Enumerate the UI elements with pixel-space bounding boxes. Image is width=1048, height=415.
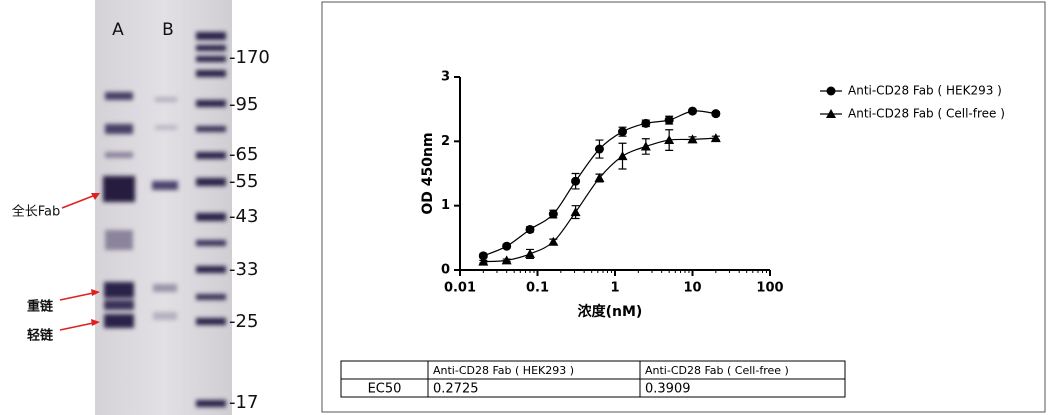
y-tick-label: 0 bbox=[441, 263, 450, 278]
marker-label: -170 bbox=[229, 47, 270, 68]
table-header: Anti-CD28 Fab ( HEK293 ) bbox=[433, 364, 574, 377]
data-point bbox=[618, 127, 627, 136]
table-cell: 0.3909 bbox=[645, 382, 691, 397]
table-header: Anti-CD28 Fab ( Cell-free ) bbox=[645, 364, 789, 377]
legend-marker bbox=[827, 87, 836, 96]
data-point bbox=[665, 116, 674, 125]
table-row-label: EC50 bbox=[368, 382, 402, 397]
marker-label: -55 bbox=[229, 171, 258, 192]
y-axis-label: OD 450nm bbox=[420, 132, 436, 214]
gel-background bbox=[95, 0, 232, 415]
data-point bbox=[502, 242, 511, 251]
table-cell: 0.2725 bbox=[433, 382, 479, 397]
marker-label: -43 bbox=[229, 206, 258, 227]
annotation-arrows bbox=[60, 193, 100, 330]
data-point bbox=[711, 109, 720, 118]
band-annotation: 重链 bbox=[27, 299, 54, 315]
marker-label: -95 bbox=[229, 94, 258, 115]
data-point bbox=[711, 133, 721, 142]
y-tick-label: 3 bbox=[441, 70, 450, 85]
data-point bbox=[549, 210, 558, 219]
legend-label: Anti-CD28 Fab ( Cell-free ) bbox=[848, 107, 1005, 121]
figure: A B 全长Fab 重链 轻链 -170-95-65-55-43-33-25-1… bbox=[0, 0, 1048, 415]
data-point bbox=[641, 119, 650, 128]
marker-label: -33 bbox=[229, 259, 258, 280]
lane-label: B bbox=[162, 20, 174, 40]
gel-image: A B 全长Fab 重链 轻链 bbox=[12, 0, 232, 415]
data-point bbox=[595, 145, 604, 154]
marker-label: -65 bbox=[229, 144, 258, 165]
band-annotation: 轻链 bbox=[27, 328, 54, 344]
x-tick-label: 100 bbox=[756, 281, 783, 296]
data-point bbox=[688, 107, 697, 116]
legend-label: Anti-CD28 Fab ( HEK293 ) bbox=[848, 84, 1002, 98]
y-tick-label: 2 bbox=[441, 134, 450, 149]
x-tick-label: 0.01 bbox=[444, 281, 476, 296]
x-tick-label: 1 bbox=[610, 281, 619, 296]
x-axis-label: 浓度(nM) bbox=[578, 303, 643, 320]
x-tick-label: 0.1 bbox=[526, 281, 549, 296]
marker-label: -25 bbox=[229, 311, 258, 332]
data-point bbox=[525, 225, 534, 234]
data-point bbox=[525, 249, 535, 258]
y-tick-label: 1 bbox=[441, 198, 450, 213]
data-point bbox=[571, 177, 580, 186]
band-annotation: 全长Fab bbox=[12, 204, 61, 220]
marker-label: -17 bbox=[229, 392, 258, 413]
lane-label: A bbox=[112, 20, 124, 40]
data-point bbox=[618, 151, 628, 160]
x-tick-label: 10 bbox=[683, 281, 701, 296]
data-point bbox=[571, 207, 581, 216]
fit-curve bbox=[483, 111, 716, 256]
data-point bbox=[641, 141, 651, 150]
